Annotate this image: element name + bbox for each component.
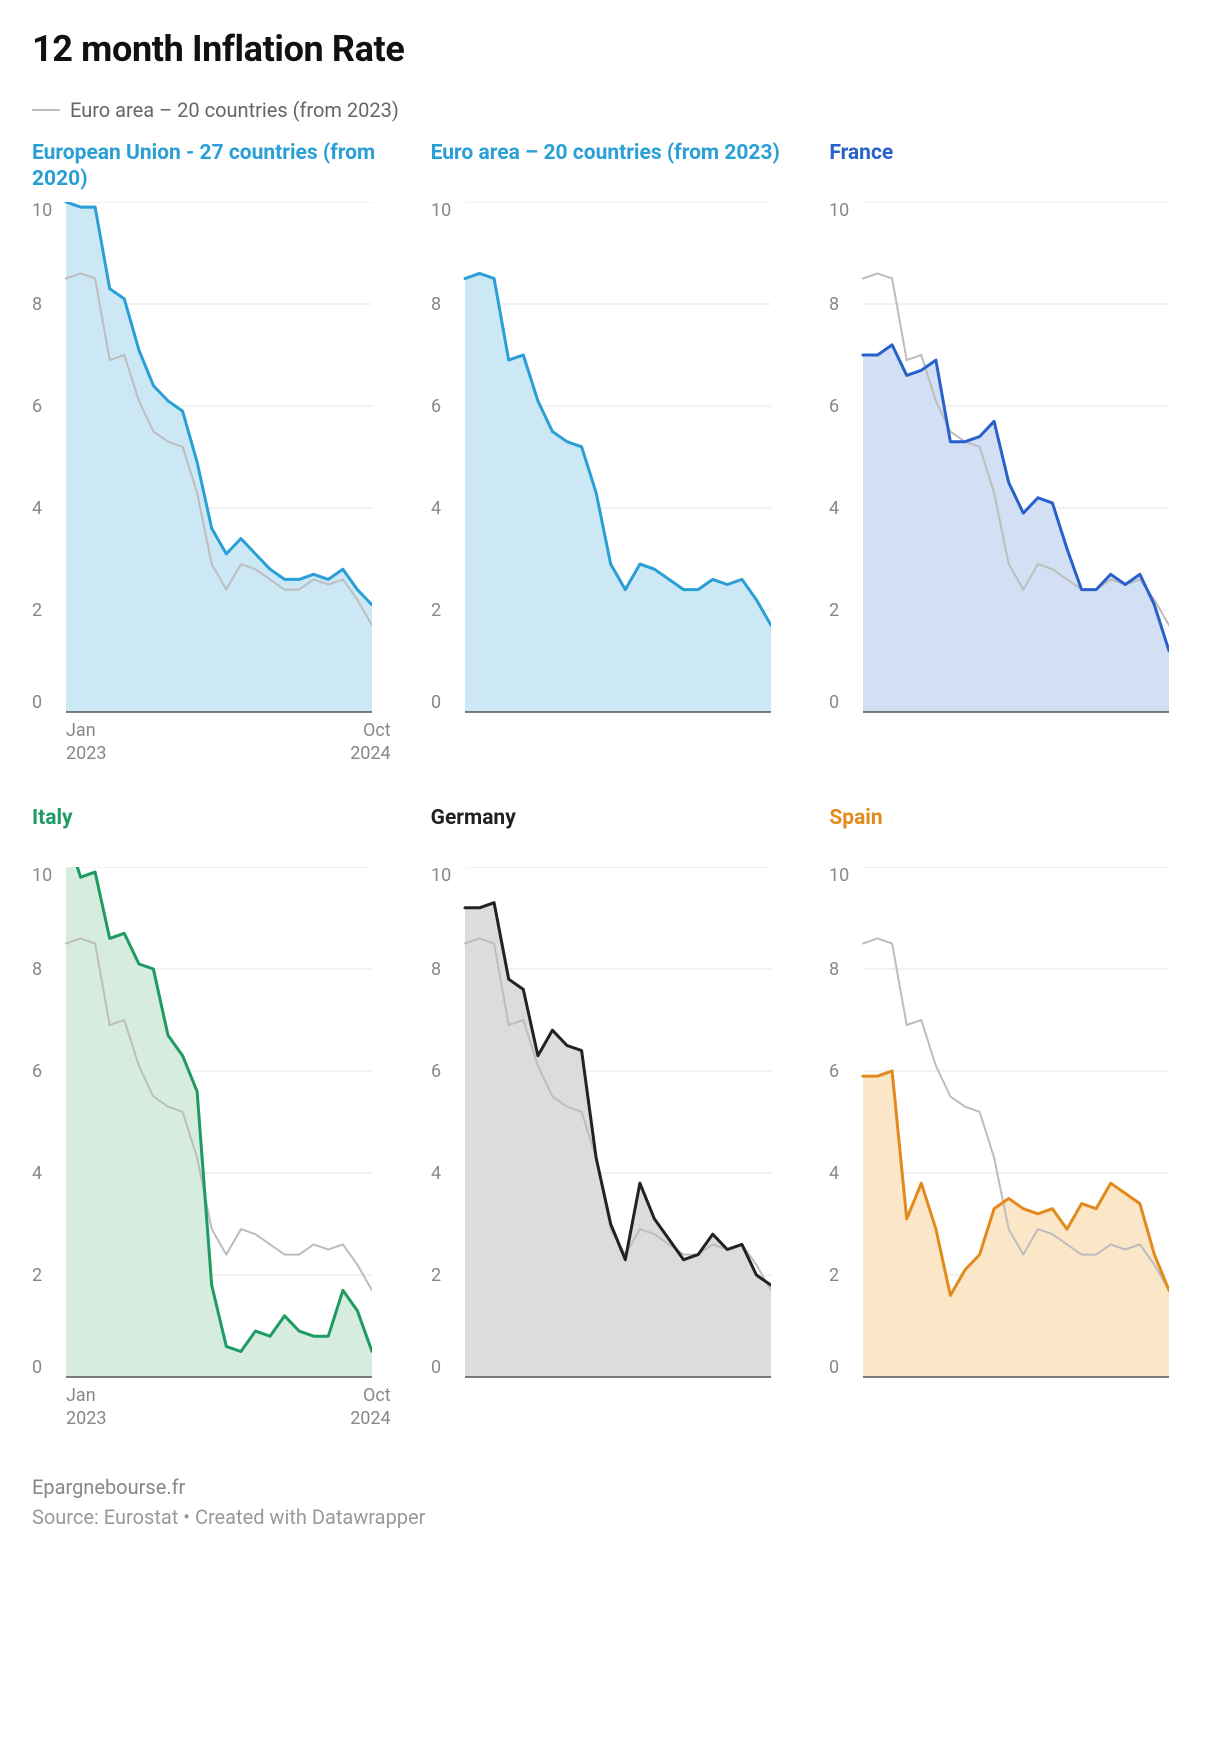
svg-text:6: 6 (431, 396, 441, 417)
legend-label: Euro area – 20 countries (from 2023) (70, 98, 399, 122)
xaxis-labels-italy: Jan2023Oct2024 (32, 1385, 391, 1430)
attribution: Epargnebourse.fr (32, 1472, 1188, 1502)
svg-text:10: 10 (32, 202, 52, 221)
svg-text:2: 2 (829, 600, 839, 621)
panel-italy: Italy 0 2 4 6 8 10 Jan2023Oct2024 (32, 805, 391, 1430)
svg-text:4: 4 (431, 498, 441, 519)
chart-ea20: 0 2 4 6 8 10 (431, 202, 790, 714)
chart-eu27: 0 2 4 6 8 10 (32, 202, 391, 714)
chart-germany: 0 2 4 6 8 10 (431, 867, 790, 1379)
svg-text:8: 8 (32, 294, 42, 315)
svg-text:2: 2 (431, 1265, 441, 1286)
svg-text:6: 6 (829, 396, 839, 417)
panel-eu27: European Union - 27 countries (from 2020… (32, 140, 391, 765)
svg-text:4: 4 (32, 498, 42, 519)
svg-text:10: 10 (431, 202, 451, 221)
panel-title-ea20: Euro area – 20 countries (from 2023) (431, 140, 790, 196)
svg-text:8: 8 (431, 959, 441, 980)
legend-swatch (32, 109, 60, 111)
svg-text:6: 6 (32, 396, 42, 417)
area-italy (66, 867, 372, 1377)
svg-text:2: 2 (32, 600, 42, 621)
legend: Euro area – 20 countries (from 2023) (32, 98, 1188, 122)
svg-text:10: 10 (431, 867, 451, 886)
svg-text:8: 8 (829, 959, 839, 980)
page-title: 12 month Inflation Rate (32, 28, 1188, 70)
svg-text:6: 6 (829, 1061, 839, 1082)
footer: Epargnebourse.fr Source: Eurostat • Crea… (32, 1472, 1188, 1532)
svg-text:4: 4 (32, 1163, 42, 1184)
svg-text:0: 0 (431, 1357, 441, 1378)
area-spain (863, 1071, 1169, 1377)
panel-title-spain: Spain (829, 805, 1188, 861)
svg-text:0: 0 (829, 692, 839, 713)
svg-text:4: 4 (431, 1163, 441, 1184)
svg-text:8: 8 (32, 959, 42, 980)
panel-france: France 0 2 4 6 8 10 (829, 140, 1188, 765)
svg-text:4: 4 (829, 1163, 839, 1184)
chart-grid: European Union - 27 countries (from 2020… (32, 140, 1188, 1430)
panel-title-france: France (829, 140, 1188, 196)
svg-text:2: 2 (32, 1265, 42, 1286)
svg-text:10: 10 (829, 202, 849, 221)
area-eu27 (66, 202, 372, 712)
svg-text:0: 0 (431, 692, 441, 713)
panel-germany: Germany 0 2 4 6 8 10 (431, 805, 790, 1430)
svg-text:4: 4 (829, 498, 839, 519)
source-line: Source: Eurostat • Created with Datawrap… (32, 1502, 1188, 1532)
chart-france: 0 2 4 6 8 10 (829, 202, 1188, 714)
svg-text:10: 10 (32, 867, 52, 886)
panel-ea20: Euro area – 20 countries (from 2023) 0 2 4 6… (431, 140, 790, 765)
panel-title-italy: Italy (32, 805, 391, 861)
area-france (863, 345, 1169, 712)
svg-text:0: 0 (829, 1357, 839, 1378)
svg-text:0: 0 (32, 1357, 42, 1378)
svg-text:2: 2 (431, 600, 441, 621)
xaxis-labels-eu27: Jan2023Oct2024 (32, 720, 391, 765)
svg-text:0: 0 (32, 692, 42, 713)
svg-text:8: 8 (431, 294, 441, 315)
svg-text:10: 10 (829, 867, 849, 886)
area-ea20 (465, 273, 771, 712)
svg-text:2: 2 (829, 1265, 839, 1286)
svg-text:6: 6 (32, 1061, 42, 1082)
svg-text:6: 6 (431, 1061, 441, 1082)
chart-spain: 0 2 4 6 8 10 (829, 867, 1188, 1379)
chart-italy: 0 2 4 6 8 10 (32, 867, 391, 1379)
panel-title-eu27: European Union - 27 countries (from 2020… (32, 140, 391, 196)
panel-title-germany: Germany (431, 805, 790, 861)
svg-text:8: 8 (829, 294, 839, 315)
area-germany (465, 903, 771, 1377)
panel-spain: Spain 0 2 4 6 8 10 (829, 805, 1188, 1430)
